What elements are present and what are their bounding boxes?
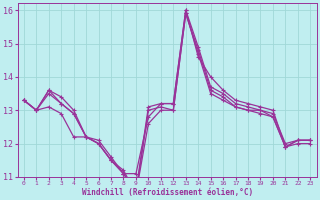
- X-axis label: Windchill (Refroidissement éolien,°C): Windchill (Refroidissement éolien,°C): [82, 188, 253, 197]
